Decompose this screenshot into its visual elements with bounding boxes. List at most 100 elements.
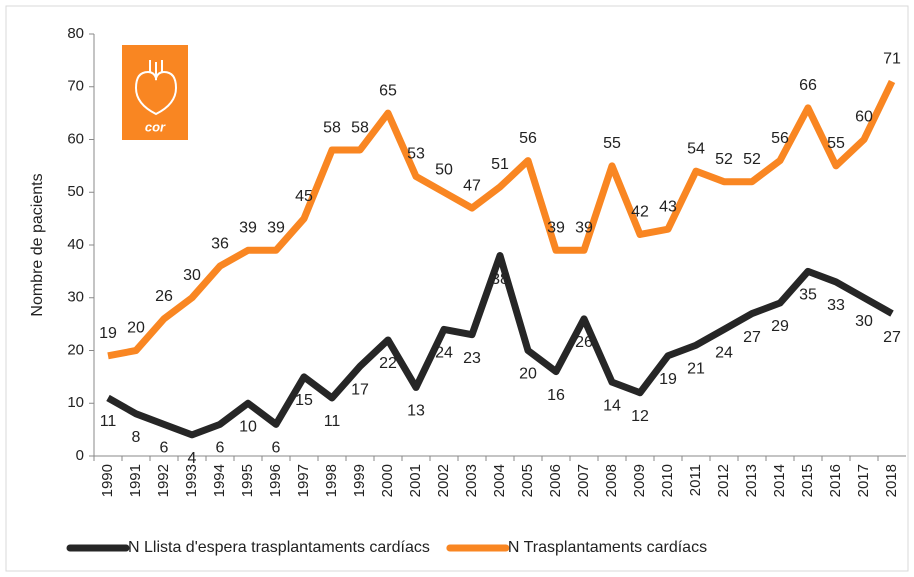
data-label: 27 xyxy=(883,329,901,346)
data-label: 16 xyxy=(547,387,565,404)
data-label: 54 xyxy=(687,140,705,157)
y-tick-label: 10 xyxy=(67,394,84,411)
data-label: 39 xyxy=(239,219,257,236)
y-tick-label: 70 xyxy=(67,78,84,95)
y-axis-title: Nombre de pacients xyxy=(29,173,46,316)
x-tick-label: 2008 xyxy=(603,464,620,497)
data-label: 33 xyxy=(827,297,845,314)
y-tick-label: 30 xyxy=(67,289,84,306)
x-tick-label: 1991 xyxy=(127,464,144,497)
x-tick-label: 1997 xyxy=(295,464,312,497)
x-tick-label: 2006 xyxy=(547,464,564,497)
data-label: 52 xyxy=(743,151,761,168)
data-label: 17 xyxy=(351,382,369,399)
x-tick-label: 2009 xyxy=(631,464,648,497)
data-label: 45 xyxy=(295,188,313,205)
x-tick-label: 2007 xyxy=(575,464,592,497)
data-label: 19 xyxy=(99,325,117,342)
x-tick-label: 2010 xyxy=(659,464,676,497)
logo-box xyxy=(122,45,188,140)
data-label: 11 xyxy=(324,413,341,430)
x-tick-label: 1994 xyxy=(211,464,228,497)
data-label: 8 xyxy=(132,429,141,446)
data-label: 26 xyxy=(575,334,593,351)
data-label: 39 xyxy=(575,219,593,236)
y-tick-label: 50 xyxy=(67,183,84,200)
data-label: 55 xyxy=(603,135,621,152)
data-label: 19 xyxy=(659,371,677,388)
y-tick-label: 60 xyxy=(67,130,84,147)
y-tick-label: 80 xyxy=(67,25,84,42)
x-tick-label: 2012 xyxy=(715,464,732,497)
data-label: 29 xyxy=(771,318,789,335)
data-label: 20 xyxy=(519,366,537,383)
x-tick-label: 2002 xyxy=(435,464,452,497)
data-label: 52 xyxy=(715,151,733,168)
data-label: 24 xyxy=(715,345,733,362)
data-label: 50 xyxy=(435,161,453,178)
data-label: 42 xyxy=(631,204,649,221)
legend-label: N Llista d'espera trasplantaments cardía… xyxy=(128,539,430,556)
data-label: 13 xyxy=(407,403,425,420)
y-tick-label: 20 xyxy=(67,341,84,358)
data-label: 35 xyxy=(799,287,817,304)
x-tick-label: 2016 xyxy=(827,464,844,497)
data-label: 65 xyxy=(379,82,397,99)
x-tick-label: 2013 xyxy=(743,464,760,497)
x-tick-label: 2011 xyxy=(687,464,704,496)
x-tick-label: 2001 xyxy=(407,464,424,497)
data-label: 15 xyxy=(295,392,313,409)
data-label: 60 xyxy=(855,109,873,126)
series-line xyxy=(107,79,896,360)
data-label: 58 xyxy=(323,119,341,136)
series-line xyxy=(106,252,894,439)
x-tick-label: 2000 xyxy=(379,464,396,497)
data-label: 6 xyxy=(160,440,169,457)
data-label: 56 xyxy=(771,130,789,147)
data-label: 6 xyxy=(272,440,281,457)
data-label: 14 xyxy=(603,397,621,414)
x-tick-label: 1992 xyxy=(155,464,172,497)
data-label: 39 xyxy=(547,219,565,236)
x-tick-label: 2018 xyxy=(883,464,900,497)
data-label: 22 xyxy=(379,355,397,372)
data-label: 12 xyxy=(631,408,649,425)
x-tick-label: 1999 xyxy=(351,464,368,497)
data-label: 27 xyxy=(743,329,761,346)
data-label: 53 xyxy=(407,146,425,163)
x-tick-label: 1995 xyxy=(239,464,256,497)
x-tick-label: 1998 xyxy=(323,464,340,497)
logo-vessels xyxy=(149,60,163,80)
data-label: 43 xyxy=(659,198,677,215)
data-label: 39 xyxy=(267,219,285,236)
x-tick-label: 1993 xyxy=(183,464,200,497)
data-label: 30 xyxy=(855,313,873,330)
data-label: 66 xyxy=(799,77,817,94)
data-label: 11 xyxy=(100,413,117,430)
logo-label: cor xyxy=(145,119,166,134)
data-label: 36 xyxy=(211,235,229,252)
data-label: 6 xyxy=(216,440,225,457)
x-tick-label: 2004 xyxy=(491,464,508,497)
logo: cor xyxy=(122,45,188,140)
data-label: 23 xyxy=(463,350,481,367)
data-label: 20 xyxy=(127,320,145,337)
data-label: 47 xyxy=(463,177,481,194)
legend-label: N Trasplantaments cardíacs xyxy=(508,539,707,556)
data-label: 71 xyxy=(883,51,901,68)
y-tick-label: 0 xyxy=(76,447,84,464)
data-label: 55 xyxy=(827,135,845,152)
x-tick-label: 2003 xyxy=(463,464,480,497)
x-tick-label: 2017 xyxy=(855,464,872,497)
data-label: 24 xyxy=(435,345,453,362)
y-tick-label: 40 xyxy=(67,236,84,253)
data-label: 58 xyxy=(351,119,369,136)
data-label: 26 xyxy=(155,288,173,305)
x-tick-label: 1990 xyxy=(99,464,116,497)
data-label: 51 xyxy=(491,156,509,173)
data-label: 30 xyxy=(183,267,201,284)
x-tick-label: 1996 xyxy=(267,464,284,497)
data-label: 38 xyxy=(491,271,509,288)
data-label: 10 xyxy=(239,418,257,435)
